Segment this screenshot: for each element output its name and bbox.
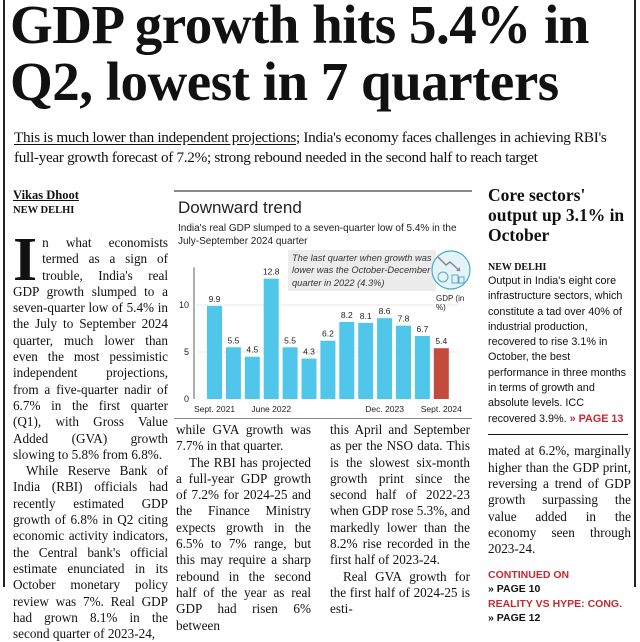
bar [263, 278, 279, 399]
page-border-right [634, 0, 636, 587]
paragraph-3: The RBI has projected a full-year GDP gr… [176, 454, 311, 633]
data-label: 4.5 [246, 345, 258, 355]
paragraph-2: While Reserve Bank of India (RBI) offici… [13, 463, 168, 642]
bar [358, 322, 374, 399]
chart-title: Downward trend [178, 198, 302, 217]
header-block: GDP growth hits 5.4% in Q2, lowest in 7 … [10, 0, 632, 168]
right-column: Core sectors' output up 3.1% in October … [488, 185, 631, 626]
chart-plot: 0 5 10 9.9 Sept. 2021 5.5 4.5 12.8 June 2022 5.5 4… [179, 267, 462, 414]
sidebar-headline[interactable]: Core sectors' output up 3.1% in October [488, 185, 625, 245]
data-label: 8.1 [360, 311, 372, 321]
chart-subtitle: India's real GDP slumped to a seven-quar… [178, 223, 457, 247]
chart-unit-label: GDP (in %) [436, 294, 465, 312]
gdp-chart: Downward trend India's real GDP slumped … [174, 190, 472, 419]
page-border-left [3, 0, 5, 587]
x-tick-label: Dec. 2023 [365, 404, 404, 414]
data-label: 7.8 [398, 314, 410, 324]
related-page-link[interactable]: » PAGE 12 [488, 612, 541, 625]
bar [225, 347, 241, 399]
data-label: 6.2 [322, 329, 334, 339]
sidebar-text: Output in India's eight core infrastruct… [488, 275, 627, 425]
bar [244, 356, 260, 399]
bar [207, 305, 222, 399]
sidebar-dateline: NEW DELHI [488, 262, 547, 273]
sidebar-body: Output in India's eight core infrastruct… [488, 274, 631, 427]
byline-author[interactable]: Vikas Dhoot [13, 188, 79, 202]
deck: This is much lower than independent proj… [14, 128, 629, 168]
bar [339, 321, 355, 399]
headline: GDP growth hits 5.4% in Q2, lowest in 7 … [10, 0, 632, 110]
bar [433, 348, 449, 399]
headline-line-2: Q2, lowest in 7 quarters [10, 51, 559, 112]
article-column-2: while GVA growth was 7.7% in that quarte… [176, 422, 311, 634]
data-label: 9.9 [209, 294, 221, 304]
paragraph-2-cont: while GVA growth was 7.7% in that quarte… [176, 422, 311, 454]
x-tick-label: June 2022 [251, 404, 291, 414]
y-tick-label: 10 [179, 300, 189, 310]
bar [377, 318, 393, 399]
headline-line-1: GDP growth hits 5.4% in [10, 0, 589, 55]
y-tick-label: 5 [184, 347, 189, 357]
chart-annotation: The last quarter when growth was lower w… [288, 250, 436, 291]
deck-rest: ; India's economy faces challenges in ac… [14, 129, 607, 166]
sidebar-page-link[interactable]: » PAGE 13 [569, 412, 624, 425]
paragraph-4-cont: mated at 6.2%, marginally higher than th… [488, 443, 631, 557]
bar [282, 347, 298, 399]
bar [414, 336, 430, 399]
dateline: NEW DELHI [13, 205, 75, 216]
data-label: 4.3 [303, 347, 315, 357]
continued-block: CONTINUED ON » PAGE 10 REALITY VS HYPE: … [488, 568, 631, 626]
continued-page-link[interactable]: » PAGE 10 [488, 583, 541, 596]
x-tick-label: Sept. 2021 [194, 404, 235, 414]
data-label: 5.4 [435, 336, 447, 346]
downtrend-coins-globe-icon [431, 250, 471, 290]
paragraph-4: Real GVA growth for the first half of 20… [330, 568, 470, 617]
dropcap: I [13, 226, 38, 294]
bar [320, 340, 336, 399]
data-label: 8.2 [341, 310, 353, 320]
data-label: 6.7 [416, 324, 428, 334]
paragraph-1: n what economists termed as a sign of tr… [13, 235, 168, 462]
deck-underlined: This is much lower than independent proj… [14, 129, 296, 146]
data-label: 8.6 [379, 306, 391, 316]
paragraph-3-cont: this April and September as per the NSO … [330, 422, 470, 568]
bar [396, 325, 411, 399]
divider [488, 433, 628, 436]
y-tick-label: 0 [184, 394, 189, 404]
article-column-3: this April and September as per the NSO … [330, 422, 470, 618]
data-label: 12.8 [263, 267, 280, 277]
data-label: 5.5 [284, 335, 296, 345]
continued-label: CONTINUED ON [488, 568, 570, 581]
x-tick-label: Sept. 2024 [421, 404, 462, 414]
related-story-label[interactable]: REALITY VS HYPE: CONG. [488, 597, 622, 610]
data-label: 5.5 [227, 335, 239, 345]
bar [301, 358, 317, 399]
